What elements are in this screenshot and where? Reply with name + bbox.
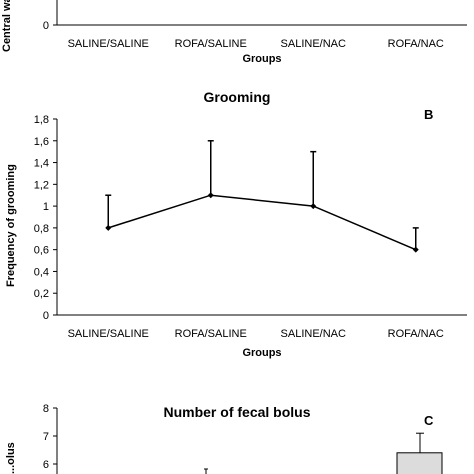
panel-b-y-tick-label: 0,2 (34, 288, 49, 300)
panel-a-y-axis-label: Central wa... s (1, 0, 13, 52)
panel-c-y-tick-label: 8 (43, 403, 49, 415)
panel-b-category-label: SALINE/SALINE (68, 328, 149, 340)
panel-b-y-tick-label: 0,4 (34, 266, 49, 278)
panel-a-category-label: ROFA/NAC (388, 38, 444, 50)
panel-b-y-tick-label: 0,8 (34, 223, 49, 235)
panel-b-category-label: ROFA/NAC (388, 328, 444, 340)
panel-c-y-tick-label: 6 (43, 459, 49, 471)
panel-b-series-line (108, 194, 417, 251)
panel-b-data-point (310, 203, 317, 210)
panel-b-y-tick-label: 0,6 (34, 245, 49, 257)
panel-a-category-label: ROFA/SALINE (175, 38, 247, 50)
panel-b-title: Grooming (204, 89, 271, 105)
panel-c-label: C (424, 413, 434, 428)
panel-b-x-axis-label: Groups (242, 347, 281, 359)
panel-b-y-tick-label: 1,2 (34, 179, 49, 191)
panel-b-y-tick-label: 1,8 (34, 114, 49, 126)
panel-c-y-axis-label: ...olus (5, 442, 17, 474)
panel-c-bar-rofa-nac (396, 452, 443, 474)
panel-c-y-tick-label: 7 (43, 431, 49, 443)
panel-c: Number of fecal bolus C 6 7 8 ...olus (5, 403, 443, 474)
panel-a-y-tick-label: 0 (43, 20, 49, 32)
panel-b-y-tick-label: 1,6 (34, 136, 49, 148)
panel-b: Grooming B 0 0,2 0,4 0,6 0,8 1 1,2 1,4 1,6 1,8 SA… (5, 89, 467, 359)
panel-a-category-label: SALINE/NAC (281, 38, 346, 50)
panel-b-data-point (207, 192, 214, 199)
panel-b-category-label: SALINE/NAC (281, 328, 346, 340)
panel-b-label: B (424, 107, 433, 122)
panel-a-x-axis-label: Groups (242, 53, 281, 65)
panel-b-data-point (412, 246, 419, 253)
panel-a-category-label: SALINE/SALINE (68, 38, 149, 50)
panel-b-y-tick-label: 1 (43, 201, 49, 213)
panel-a: 0 Groups Central wa... s SALINE/SALINE RO… (1, 0, 467, 65)
panel-b-y-tick-label: 0 (43, 310, 49, 322)
panel-b-category-label: ROFA/SALINE (175, 328, 247, 340)
panel-b-y-axis-label: Frequency of grooming (5, 164, 17, 287)
panel-b-data-point (105, 224, 112, 231)
panel-c-title: Number of fecal bolus (163, 404, 310, 420)
panel-b-y-tick-label: 1,4 (34, 158, 49, 170)
